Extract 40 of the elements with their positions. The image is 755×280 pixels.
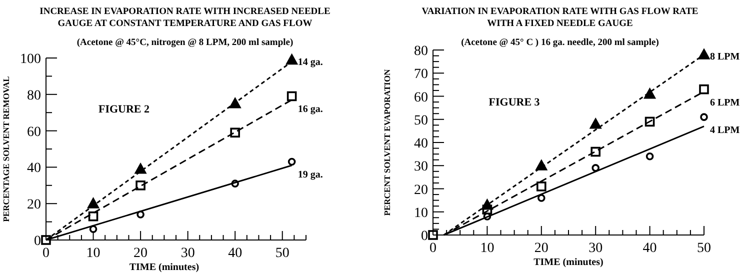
y-tick-label: 80 — [414, 44, 428, 59]
series-label: 16 ga. — [298, 104, 324, 116]
chart-subtitle: (Acetone @ 45° C ) 16 ga. needle, 200 ml sample) — [461, 38, 659, 48]
chart-title: INCREASE IN EVAPORATION RATE WITH INCREASED NEEDLE GAUGE AT CONSTANT TEMPERATURE AND GAS FLOW — [40, 7, 330, 29]
y-tick-label: 50 — [414, 113, 428, 128]
x-tick-label: 20 — [534, 241, 548, 256]
y-tick-label: 20 — [27, 198, 41, 213]
series-label: 14 ga. — [298, 56, 324, 68]
y-axis-title: PERCENT SOLVENT EVAPORATION — [382, 68, 392, 216]
x-tick-label: 40 — [642, 241, 657, 256]
annotation: FIGURE 3 — [488, 96, 540, 108]
x-axis-title: TIME (minutes) — [534, 257, 604, 268]
annotation: FIGURE 2 — [98, 104, 150, 116]
series-label: 4 LPM — [710, 125, 740, 136]
y-tick-label: 10 — [414, 206, 428, 221]
y-tick-label: 70 — [414, 67, 428, 82]
series-label: 19 ga. — [298, 170, 324, 181]
x-tick-label: 10 — [86, 246, 100, 261]
y-tick-label: 60 — [27, 124, 41, 140]
chart-subtitle: (Acetone @ 45°C, nitrogen @ 8 LPM, 200 ml sample) — [76, 38, 294, 48]
x-tick-label: 30 — [588, 241, 603, 256]
y-tick-label: 40 — [27, 161, 41, 176]
x-tick-label: 50 — [275, 246, 290, 261]
x-tick-label: 10 — [480, 241, 494, 256]
series-label: 8 LPM — [710, 52, 740, 63]
y-tick-label: 60 — [414, 90, 428, 106]
y-tick-label: 40 — [414, 136, 428, 152]
y-axis-title: PERCENTAGE SOLVENT REMOVAL — [1, 76, 11, 222]
y-tick-label: 20 — [414, 182, 428, 198]
y-tick-label: 80 — [27, 88, 41, 104]
chart-title: VARIATION IN EVAPORATION RATE WITH GAS FLOW RATE WITH A FIXED NEEDLE GAUGE — [422, 7, 698, 29]
y-tick-label: 100 — [20, 52, 41, 67]
x-tick-label: 50 — [697, 241, 711, 256]
x-tick-label: 30 — [180, 246, 195, 261]
series-label: 6 LPM — [710, 97, 740, 108]
y-tick-label: 0 — [421, 229, 428, 244]
x-tick-label: 20 — [134, 246, 148, 261]
x-axis-title: TIME (minutes) — [129, 262, 200, 273]
y-tick-label: 30 — [414, 160, 428, 175]
x-tick-label: 40 — [228, 246, 242, 261]
